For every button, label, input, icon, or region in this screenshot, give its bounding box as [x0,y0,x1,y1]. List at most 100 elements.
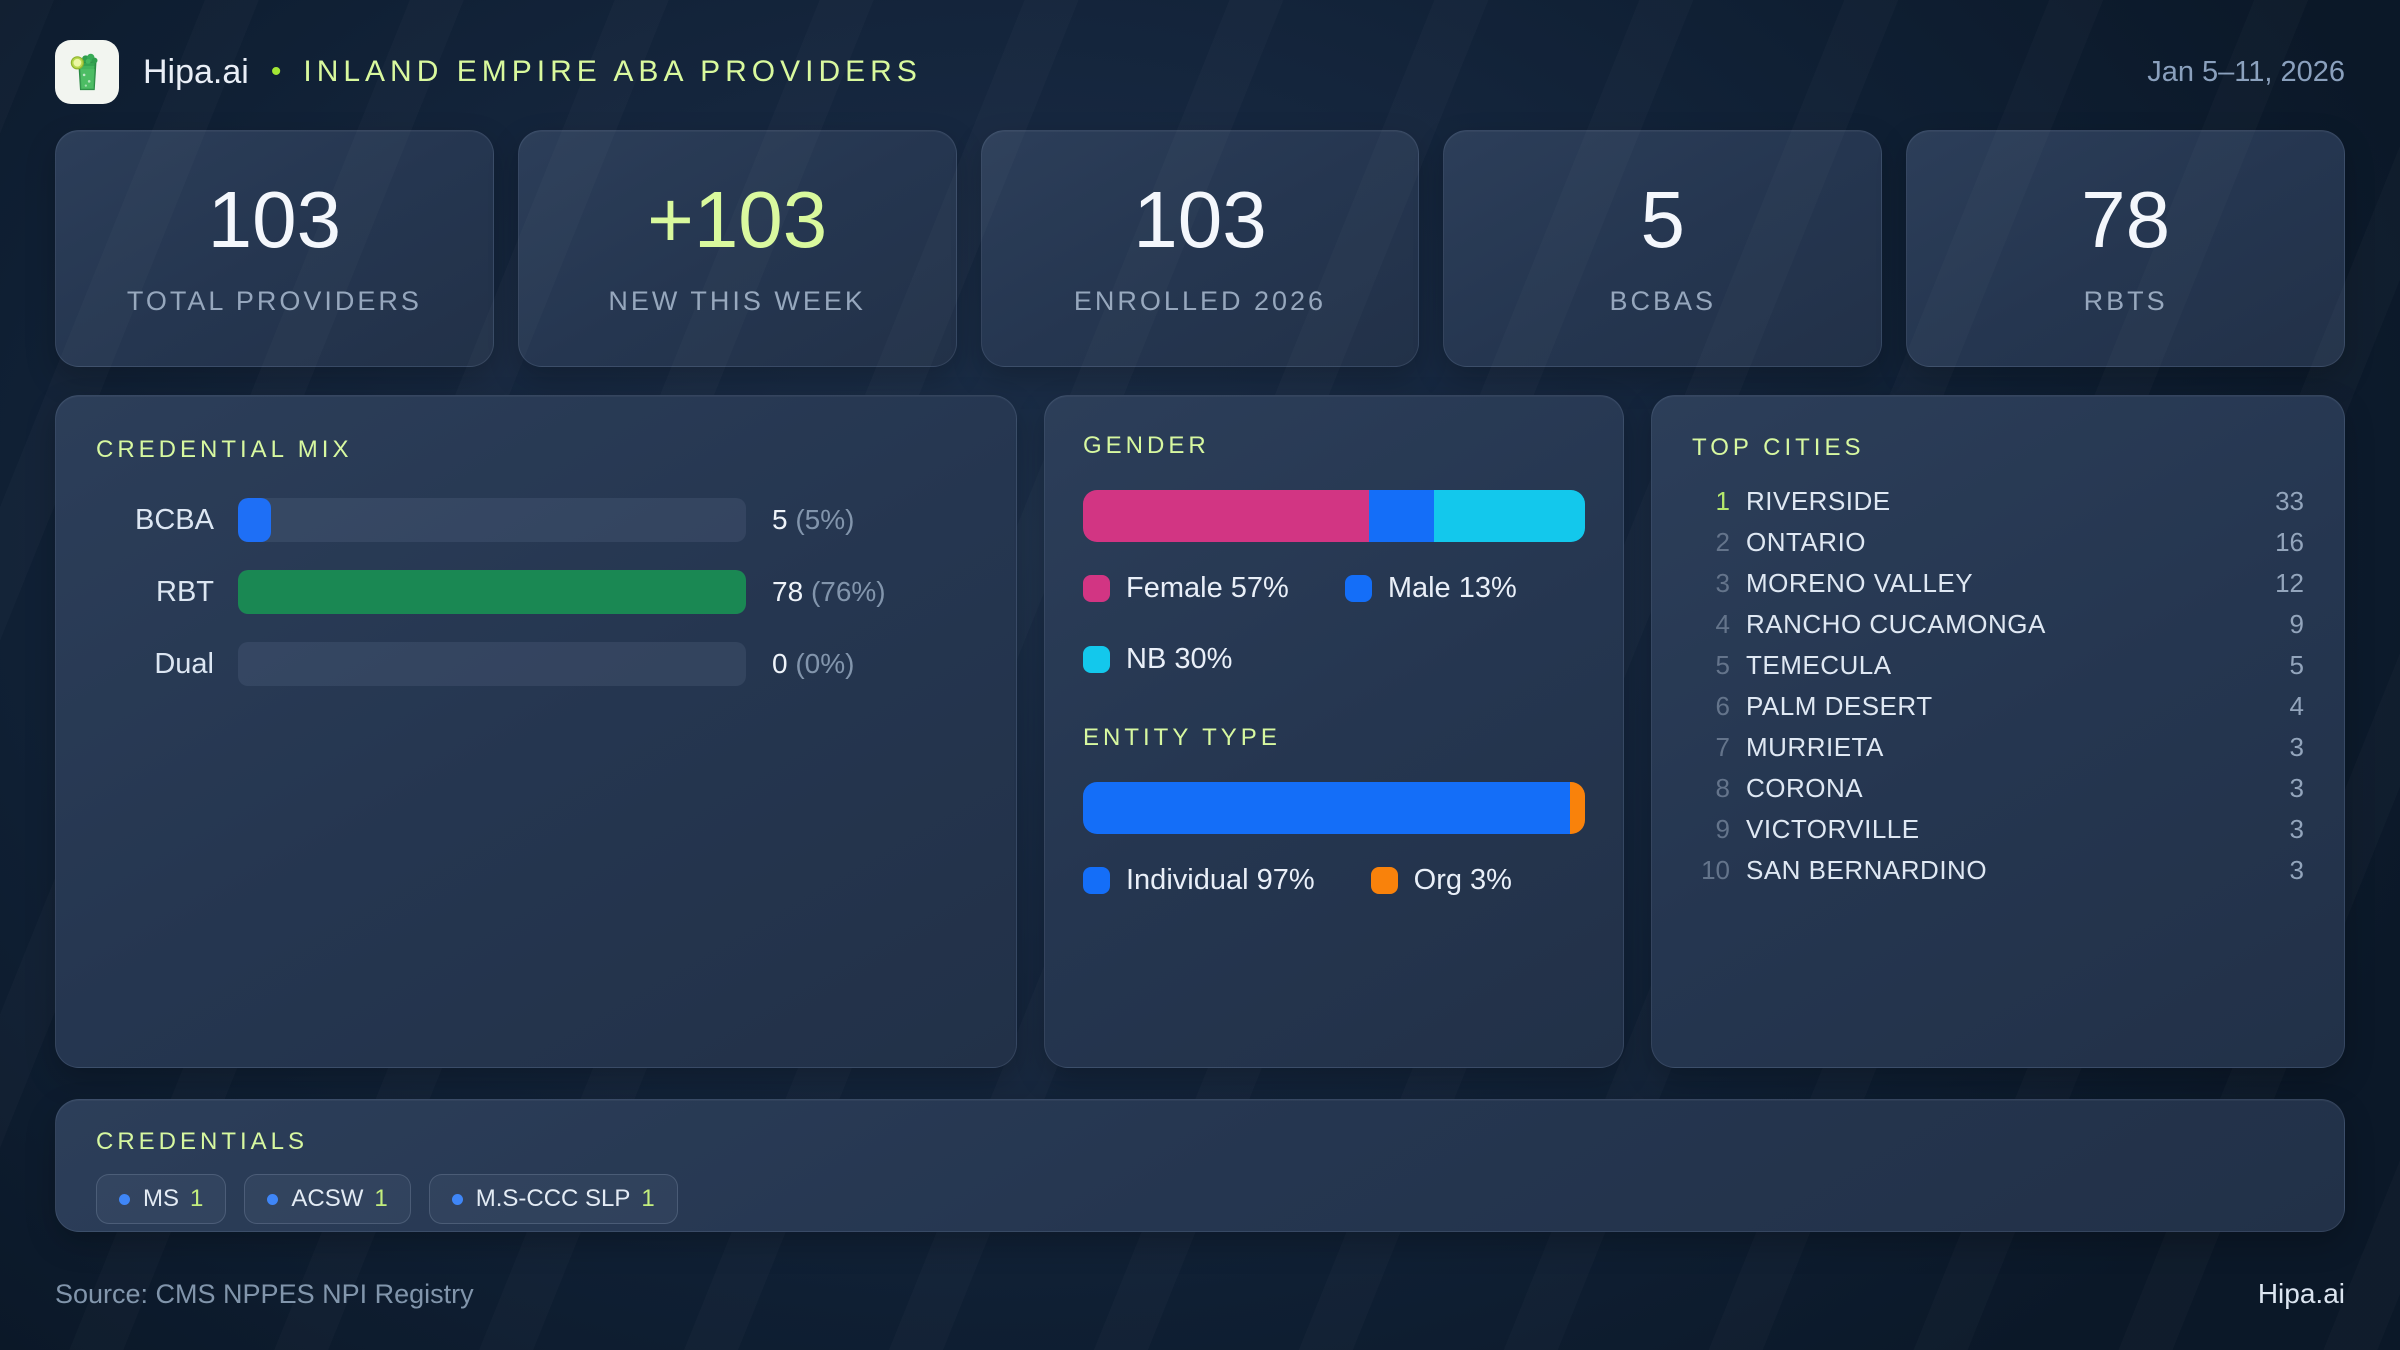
mojito-drink-icon [70,53,98,91]
city-name: VICTORVILLE [1746,814,1920,844]
city-row: 8 CORONA 3 [1692,775,2304,801]
gender-title: GENDER [1083,432,1210,459]
city-count: 5 [2289,650,2304,680]
app-logo [55,40,119,104]
legend-swatch-icon [1344,575,1372,602]
chip-label: MS [143,1185,179,1212]
credential-bar-label: Dual [154,647,214,680]
city-row: 10 SAN BERNARDINO 3 [1692,857,2304,883]
city-rank: 6 [1715,691,1730,721]
legend-item: Female 57% [1083,572,1289,605]
city-name: ONTARIO [1746,527,1867,557]
city-rank: 8 [1715,773,1730,803]
legend-label: Individual 97% [1126,864,1315,896]
bar-track [238,642,746,686]
header: Hipa.ai • INLAND EMPIRE ABA PROVIDERS Ja… [55,40,2345,104]
credential-bars: BCBA 5 (5%) RBT 78 (76%) Dual [96,498,976,686]
top-cities-title: TOP CITIES [1692,434,1865,461]
footer: Source: CMS NPPES NPI Registry Hipa.ai [55,1278,2345,1310]
city-row: 5 TEMECULA 5 [1692,652,2304,678]
stats-row: 103 TOTAL PROVIDERS +103 NEW THIS WEEK 1… [55,130,2345,367]
city-rank: 3 [1715,568,1730,598]
city-rank: 5 [1715,650,1730,680]
entity-legend: Individual 97% Org 3% [1083,864,1585,897]
city-count: 12 [2275,568,2304,598]
city-count: 9 [2289,609,2304,639]
credential-mix-title: CREDENTIAL MIX [96,436,353,463]
credential-chip: M.S-CCC SLP 1 [428,1174,678,1224]
city-rank: 4 [1715,609,1730,639]
entity-bar [1083,782,1585,834]
bar-track [238,498,746,542]
stat-label: RBTS [2083,286,2168,316]
city-row: 6 PALM DESERT 4 [1692,693,2304,719]
city-count: 16 [2275,527,2304,557]
city-row: 4 RANCHO CUCAMONGA 9 [1692,611,2304,637]
city-list: 1 RIVERSIDE 33 2 ONTARIO 16 3 MORENO VAL… [1692,488,2304,883]
stat-card: 78 RBTS [1906,130,2345,367]
legend-label: Female 57% [1126,572,1289,604]
credential-bar-row: BCBA 5 (5%) [96,498,976,542]
credential-bar-label: BCBA [135,503,214,536]
gender-bar-segment [1369,490,1435,542]
city-row: 2 ONTARIO 16 [1692,529,2304,555]
bar-fill [238,570,746,614]
date-range: Jan 5–11, 2026 [2147,55,2345,88]
city-name: CORONA [1746,773,1864,803]
credential-chip: MS 1 [96,1174,227,1224]
bar-fill [238,498,271,542]
legend-item: Org 3% [1370,864,1512,897]
chip-count: 1 [641,1185,655,1212]
main-panels: CREDENTIAL MIX BCBA 5 (5%) RBT 78 (7 [55,395,2345,1068]
brand-name: Hipa.ai [143,52,249,91]
city-rank: 2 [1715,527,1730,557]
stat-label: NEW THIS WEEK [608,286,866,316]
stat-value: +103 [647,175,828,264]
bar-track [238,570,746,614]
page-title: INLAND EMPIRE ABA PROVIDERS [303,55,922,88]
city-name: MORENO VALLEY [1746,568,1974,598]
gender-bar [1083,490,1585,542]
stat-value: 78 [2081,175,2171,264]
gender-bar-segment [1083,490,1370,542]
legend-swatch-icon [1083,867,1110,894]
city-name: PALM DESERT [1746,691,1933,721]
gender-entity-panel: GENDER Female 57% Male 13% NB 30% ENTITY [1044,395,1624,1068]
source-text: Source: CMS NPPES NPI Registry [55,1278,474,1309]
legend-label: NB 30% [1126,643,1233,675]
credential-mix-panel: CREDENTIAL MIX BCBA 5 (5%) RBT 78 (7 [55,395,1017,1068]
chip-dot-icon [267,1193,279,1205]
footer-brand: Hipa.ai [2257,1278,2345,1309]
stat-label: BCBAS [1609,286,1717,316]
entity-bar-segment [1083,782,1570,834]
chip-dot-icon [119,1193,130,1205]
chip-count: 1 [374,1185,388,1212]
chip-label: ACSW [291,1185,364,1212]
legend-item: Individual 97% [1083,864,1315,897]
chip-dot-icon [451,1193,463,1205]
city-rank: 1 [1715,486,1730,516]
stat-value: 5 [1640,175,1686,264]
separator-dot-icon: • [270,55,282,88]
city-count: 3 [2289,855,2304,885]
credential-chips: MS 1 ACSW 1 M.S-CCC SLP 1 [96,1174,2304,1224]
stat-card: 103 TOTAL PROVIDERS [55,130,494,367]
credential-chip: ACSW 1 [244,1174,411,1224]
entity-bar-segment [1569,782,1585,834]
credentials-panel: CREDENTIALS MS 1 ACSW 1 M.S-CCC SLP 1 [55,1099,2345,1232]
stat-card: 103 ENROLLED 2026 [980,130,1420,367]
credential-bar-value: 0 (0%) [772,648,855,679]
city-count: 3 [2289,773,2304,803]
gender-legend: Female 57% Male 13% NB 30% [1083,572,1585,676]
city-name: TEMECULA [1746,650,1892,680]
city-name: RANCHO CUCAMONGA [1746,609,2046,639]
stat-label: TOTAL PROVIDERS [126,286,422,316]
stat-label: ENROLLED 2026 [1073,286,1327,316]
city-row: 1 RIVERSIDE 33 [1692,488,2304,514]
credential-bar-row: Dual 0 (0%) [96,642,976,686]
brand-group: Hipa.ai • INLAND EMPIRE ABA PROVIDERS [55,40,922,104]
city-count: 33 [2275,486,2304,516]
credential-bar-row: RBT 78 (76%) [96,570,976,614]
credential-bar-value: 5 (5%) [772,504,855,535]
